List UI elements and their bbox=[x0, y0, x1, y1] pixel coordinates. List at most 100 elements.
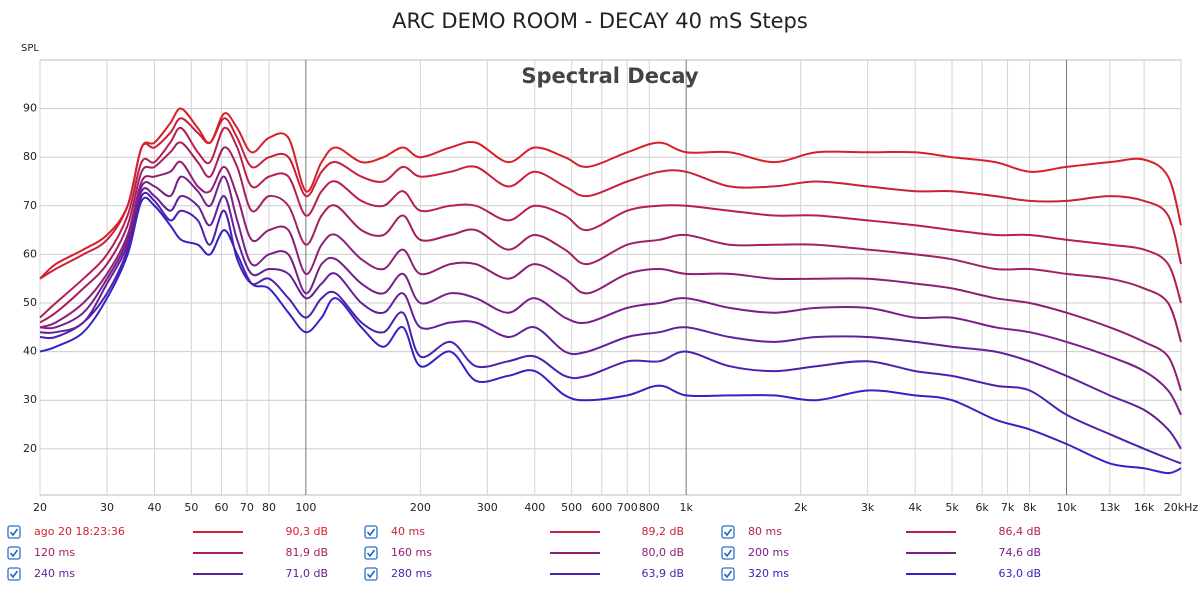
x-tick-label: 400 bbox=[524, 501, 545, 514]
y-axis-label: SPL bbox=[21, 43, 39, 54]
x-tick-label: 500 bbox=[561, 501, 582, 514]
grid: 20 30 40 50 60 70 80 90 20 30 40 50 60 70 80 100 200 300 4… bbox=[23, 60, 1198, 514]
legend-label: 240 ms bbox=[34, 567, 75, 580]
legend-checkbox[interactable] bbox=[364, 567, 378, 581]
series-line bbox=[39, 126, 1182, 319]
series-line bbox=[39, 107, 1182, 280]
checkbox-check bbox=[366, 570, 376, 579]
legend-item: 80 ms 86,4 dB bbox=[721, 525, 1041, 539]
legend-item: 160 ms 80,0 dB bbox=[364, 546, 684, 560]
legend-checkbox[interactable] bbox=[7, 567, 21, 581]
legend-item: 240 ms 71,0 dB bbox=[7, 567, 328, 581]
x-tick-label: 20kHz bbox=[1164, 501, 1199, 514]
checkbox-box bbox=[721, 546, 735, 560]
x-tick-label: 20 bbox=[33, 501, 47, 514]
legend-value: 71,0 dB bbox=[285, 567, 328, 580]
legend-value: 81,9 dB bbox=[285, 546, 328, 559]
series-line bbox=[39, 141, 1182, 343]
checkbox-box bbox=[7, 567, 21, 581]
x-tick-label: 3k bbox=[861, 501, 875, 514]
checkbox-box bbox=[364, 546, 378, 560]
x-tick-label: 80 bbox=[262, 501, 276, 514]
legend-value: 80,0 dB bbox=[641, 546, 684, 559]
checkbox-check bbox=[723, 528, 733, 537]
x-tick-label: 70 bbox=[240, 501, 254, 514]
checkbox-check bbox=[366, 528, 376, 537]
legend-item: 320 ms 63,0 dB bbox=[721, 567, 1041, 581]
plot-area bbox=[39, 59, 1182, 496]
legend-label: 120 ms bbox=[34, 546, 75, 559]
x-tick-label: 6k bbox=[975, 501, 989, 514]
y-tick-label: 50 bbox=[23, 296, 37, 309]
checkbox-check bbox=[9, 570, 19, 579]
x-tick-label: 300 bbox=[477, 501, 498, 514]
x-tick-label: 2k bbox=[794, 501, 808, 514]
chart-title: ARC DEMO ROOM - DECAY 40 mS Steps bbox=[392, 9, 808, 33]
legend-item: 40 ms 89,2 dB bbox=[364, 525, 684, 539]
checkbox-check bbox=[366, 549, 376, 558]
series-line bbox=[39, 117, 1182, 280]
legend-item: 200 ms 74,6 dB bbox=[721, 546, 1041, 560]
x-tick-label: 200 bbox=[410, 501, 431, 514]
series-lines bbox=[39, 107, 1182, 475]
x-tick-label: 30 bbox=[100, 501, 114, 514]
legend-checkbox[interactable] bbox=[721, 546, 735, 560]
checkbox-box bbox=[364, 525, 378, 539]
x-tick-label: 60 bbox=[214, 501, 228, 514]
series-line bbox=[39, 191, 1182, 465]
legend-checkbox[interactable] bbox=[364, 546, 378, 560]
legend-value: 63,0 dB bbox=[998, 567, 1041, 580]
series-line bbox=[39, 160, 1182, 391]
legend-checkbox[interactable] bbox=[7, 546, 21, 560]
legend-item: 280 ms 63,9 dB bbox=[364, 567, 684, 581]
y-tick-label: 80 bbox=[23, 150, 37, 163]
checkbox-box bbox=[7, 546, 21, 560]
y-tick-label: 90 bbox=[23, 102, 37, 115]
legend-label: 80 ms bbox=[748, 525, 782, 538]
checkbox-check bbox=[723, 570, 733, 579]
legend-value: 89,2 dB bbox=[641, 525, 684, 538]
checkbox-box bbox=[721, 567, 735, 581]
legend-item: ago 20 18:23:36 90,3 dB bbox=[7, 525, 328, 539]
y-tick-label: 30 bbox=[23, 393, 37, 406]
checkbox-check bbox=[9, 528, 19, 537]
legend-label: 320 ms bbox=[748, 567, 789, 580]
series-line bbox=[39, 187, 1182, 450]
series-line bbox=[39, 175, 1182, 416]
legend-value: 86,4 dB bbox=[998, 525, 1041, 538]
legend-label: ago 20 18:23:36 bbox=[34, 525, 125, 538]
x-tick-label: 50 bbox=[184, 501, 198, 514]
legend-label: 200 ms bbox=[748, 546, 789, 559]
x-tick-label: 1k bbox=[679, 501, 693, 514]
x-tick-label: 4k bbox=[908, 501, 922, 514]
x-tick-label: 13k bbox=[1100, 501, 1121, 514]
legend-checkbox[interactable] bbox=[364, 525, 378, 539]
legend-checkbox[interactable] bbox=[721, 525, 735, 539]
legend-checkbox[interactable] bbox=[7, 525, 21, 539]
chart-subtitle: Spectral Decay bbox=[521, 64, 699, 88]
legend-label: 40 ms bbox=[391, 525, 425, 538]
x-tick-label: 700 bbox=[617, 501, 638, 514]
checkbox-box bbox=[7, 525, 21, 539]
legend-label: 160 ms bbox=[391, 546, 432, 559]
x-tick-label: 16k bbox=[1134, 501, 1155, 514]
legend-label: 280 ms bbox=[391, 567, 432, 580]
checkbox-box bbox=[364, 567, 378, 581]
y-tick-label: 70 bbox=[23, 199, 37, 212]
y-tick-label: 40 bbox=[23, 345, 37, 358]
y-tick-label: 60 bbox=[23, 247, 37, 260]
x-tick-label: 800 bbox=[639, 501, 660, 514]
checkbox-box bbox=[721, 525, 735, 539]
x-tick-label: 40 bbox=[147, 501, 161, 514]
y-tick-label: 20 bbox=[23, 442, 37, 455]
legend-value: 90,3 dB bbox=[285, 525, 328, 538]
x-tick-label: 5k bbox=[945, 501, 959, 514]
legend-value: 63,9 dB bbox=[641, 567, 684, 580]
checkbox-check bbox=[9, 549, 19, 558]
x-tick-label: 10k bbox=[1056, 501, 1077, 514]
legend-checkbox[interactable] bbox=[721, 567, 735, 581]
x-tick-label: 8k bbox=[1023, 501, 1037, 514]
legend: ago 20 18:23:36 90,3 dB 40 ms 89,2 dB 80 ms 8… bbox=[7, 525, 1041, 581]
